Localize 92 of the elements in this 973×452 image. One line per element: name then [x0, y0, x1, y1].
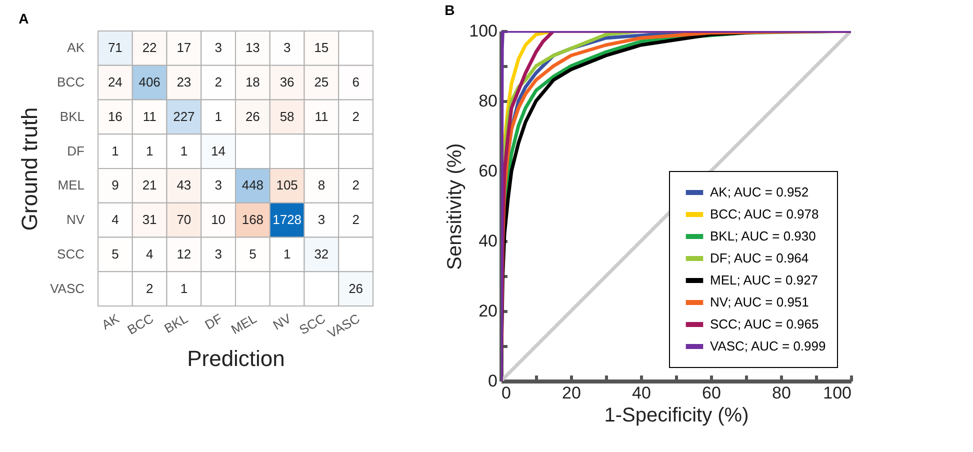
- y-tick-label: BCC: [57, 74, 84, 90]
- y-tick-label: 0: [488, 372, 498, 390]
- data-label: 3: [214, 40, 222, 56]
- data-label: 6: [352, 74, 360, 90]
- y-tick-label: 40: [478, 232, 498, 250]
- data-label: 1: [214, 108, 222, 124]
- data-label: 70: [176, 212, 192, 228]
- data-label: 23: [176, 74, 192, 90]
- y-tick-label: AK: [67, 40, 85, 56]
- y-axis-title: Sensitivity (%): [444, 143, 466, 270]
- chart-title: B: [444, 2, 455, 18]
- chart-title: A: [18, 10, 29, 26]
- data-label: 36: [280, 74, 294, 90]
- x-tick-label: BKL: [162, 310, 190, 336]
- data-label: 71: [108, 40, 122, 56]
- data-label: 11: [314, 108, 328, 124]
- x-tick-label: DF: [202, 310, 225, 332]
- y-tick-label: 100: [469, 22, 498, 40]
- legend-label: BKL; AUC = 0.930: [710, 228, 816, 244]
- data-label: 10: [211, 212, 226, 228]
- data-label: 1: [112, 143, 119, 158]
- y-tick-label: MEL: [58, 178, 84, 193]
- data-label: 14: [211, 143, 226, 158]
- data-label: 2: [352, 108, 360, 124]
- data-label: 15: [314, 40, 329, 56]
- data-label: 2: [352, 178, 360, 193]
- data-label: 8: [318, 178, 326, 193]
- data-label: 4: [112, 212, 119, 228]
- data-label: 31: [142, 212, 157, 228]
- data-label: 22: [142, 40, 157, 56]
- data-label: 17: [176, 40, 192, 56]
- data-label: 12: [176, 246, 192, 262]
- data-label: 3: [214, 246, 222, 262]
- x-tick-label: 60: [702, 384, 721, 402]
- y-tick-label: SCC: [57, 246, 84, 262]
- y-tick-label: NV: [66, 212, 85, 228]
- legend-label: AK; AUC = 0.952: [710, 184, 809, 200]
- data-label: 32: [314, 246, 329, 262]
- data-label: 1: [180, 143, 188, 158]
- data-label: 2: [352, 212, 360, 228]
- data-label: 1: [146, 143, 154, 158]
- x-tick-label: 20: [562, 384, 581, 402]
- legend-label: BCC; AUC = 0.978: [710, 206, 819, 222]
- data-label: 2: [146, 280, 154, 296]
- legend-label: NV; AUC = 0.951: [710, 294, 809, 310]
- data-label: 406: [138, 74, 160, 90]
- data-label: 13: [245, 40, 260, 56]
- x-axis-title: 1-Specificity (%): [604, 404, 749, 426]
- y-tick-label: DF: [67, 143, 85, 158]
- data-label: 5: [112, 246, 119, 262]
- y-tick-label: VASC: [50, 280, 84, 296]
- legend-label: DF; AUC = 0.964: [710, 250, 809, 266]
- data-label: 448: [242, 178, 264, 193]
- data-label: 168: [242, 212, 264, 228]
- legend-label: SCC; AUC = 0.965: [710, 316, 819, 332]
- y-tick-label: 60: [478, 162, 498, 180]
- x-tick-label: 100: [823, 384, 852, 402]
- data-label: 5: [249, 246, 256, 262]
- data-label: 1728: [272, 212, 302, 228]
- y-tick-label: BKL: [60, 108, 84, 124]
- data-label: 9: [112, 178, 119, 193]
- legend-label: MEL; AUC = 0.927: [710, 272, 818, 288]
- data-label: 21: [142, 178, 157, 193]
- data-label: 2: [214, 74, 222, 90]
- legend-label: VASC; AUC = 0.999: [710, 338, 826, 354]
- data-label: 26: [245, 108, 260, 124]
- x-axis-title: Prediction: [187, 346, 285, 371]
- data-label: 105: [276, 178, 298, 193]
- data-label: 227: [173, 108, 195, 124]
- x-tick-label: BCC: [124, 310, 156, 338]
- data-label: 25: [314, 74, 329, 90]
- data-label: 43: [176, 178, 192, 193]
- x-tick-label: 0: [502, 384, 511, 402]
- data-label: 4: [146, 246, 154, 262]
- x-tick-label: 80: [772, 384, 791, 402]
- x-tick-label: 40: [632, 384, 651, 402]
- data-label: 11: [142, 108, 156, 124]
- x-tick-label: NV: [270, 310, 294, 333]
- data-label: 18: [245, 74, 260, 90]
- data-label: 1: [180, 280, 188, 296]
- data-label: 24: [108, 74, 122, 90]
- data-label: 1: [283, 246, 291, 262]
- data-label: 26: [348, 280, 364, 296]
- x-tick-label: AK: [99, 310, 122, 332]
- y-axis-title: Ground truth: [17, 107, 42, 231]
- data-label: 16: [108, 108, 122, 124]
- x-tick-label: MEL: [228, 310, 260, 338]
- data-label: 3: [283, 40, 291, 56]
- data-label: 3: [214, 178, 222, 193]
- data-label: 58: [280, 108, 294, 124]
- y-tick-label: 80: [478, 92, 498, 110]
- data-label: 3: [318, 212, 326, 228]
